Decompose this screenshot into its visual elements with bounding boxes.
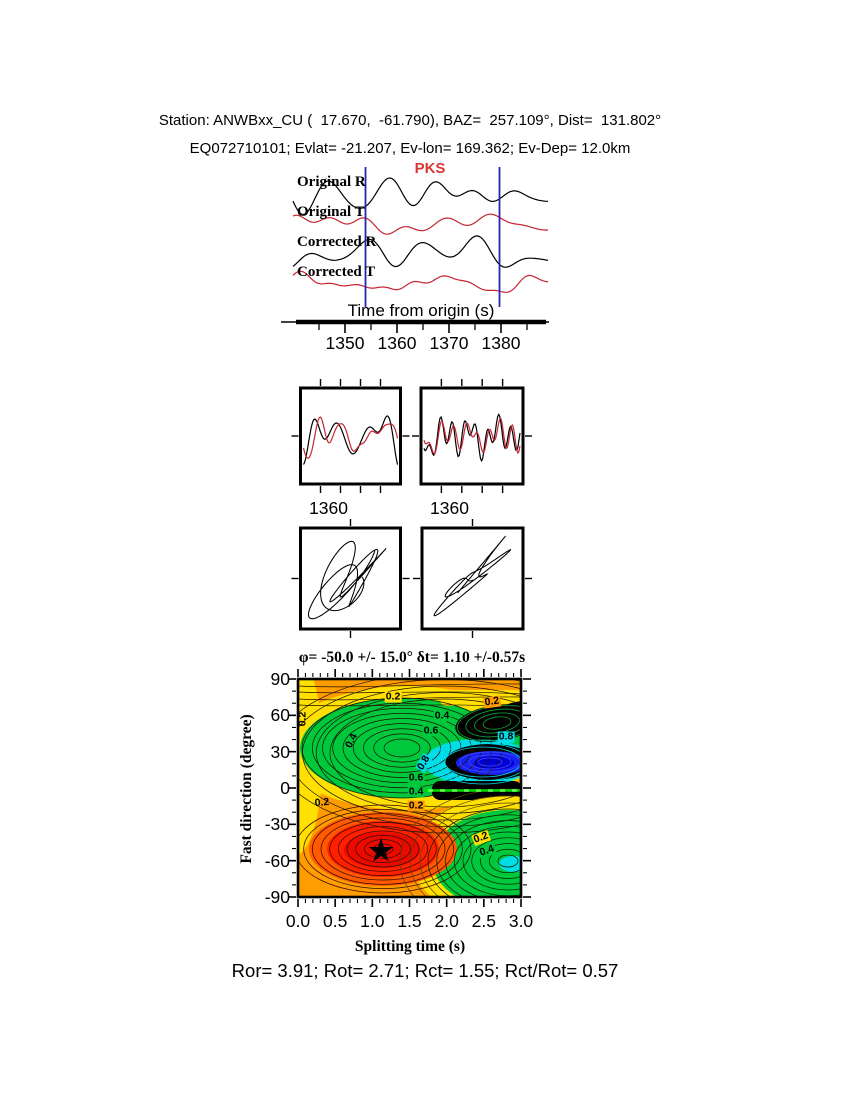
contour-ytick-label: -90 [264,887,290,907]
trace-0 [292,177,549,216]
contour-xtick-label: 1.0 [360,911,385,931]
contour-ytick-label: 0 [280,778,290,798]
contour-ytick-label: -30 [264,814,290,835]
contour-level-label: 0.2 [296,711,309,727]
window-left-label: 1360 [309,498,348,518]
trace-1 [292,213,548,235]
contour-level-label: 0.2 [483,694,501,709]
contour-fills [298,679,521,897]
contour-ticks [288,669,531,907]
contour-xtick-label: 2.0 [434,911,459,931]
trace-2 [292,235,549,268]
trace-label-original-r: Original R [297,174,366,190]
contour-xtick-label: 2.5 [471,911,496,931]
contour-ytick-label: 30 [270,741,290,762]
phase-label-pks: PKS [414,160,446,177]
window-comparison-panels [291,379,532,493]
contour-xtick-label: 3.0 [508,911,534,931]
time-tick-label: 1350 [325,333,365,353]
particle-motion-panels [291,519,532,638]
contour-level-label: 0.6 [407,771,425,784]
time-axis-label: Time from origin (s) [347,301,495,320]
contour-ytick-label: 60 [270,705,290,726]
best-fit-star-marker [368,838,394,862]
contour-level-label: 0.8 [497,730,515,743]
time-axis [281,319,549,333]
trace-3 [292,270,549,293]
contour-level-label: 0.6 [422,724,440,737]
header-event-line: EQ072710101; Evlat= -21.207, Ev-lon= 169… [189,140,631,157]
contour-xtick-label: 1.5 [397,911,422,931]
contour-title: φ= -50.0 +/- 15.0° δt= 1.10 +/-0.57s [298,649,526,666]
contour-level-label: 0.2 [384,690,402,703]
contour-map [296,677,523,899]
contour-level-label: 0.2 [407,799,425,812]
trace-label-original-t: Original T [297,204,365,220]
contour-xtick-label: 0.5 [322,911,348,931]
contour-level-label: 0.4 [407,785,425,798]
contour-xlabel: Splitting time (s) [354,938,466,955]
trace-label-corrected-r: Corrected R [297,234,377,250]
time-tick-label: 1370 [429,333,469,353]
window-right-label: 1360 [430,498,469,518]
trace-label-corrected-t: Corrected T [297,264,376,280]
waveform-traces [292,177,549,293]
contour-ytick-label: 90 [270,669,290,689]
contour-xtick-label: 0.0 [285,911,311,931]
contour-level-label: 0.2 [314,795,330,810]
contour-level-label: 0.4 [433,709,451,722]
footer-stats: Ror= 3.91; Rot= 2.71; Rct= 1.55; Rct/Rot… [231,960,619,981]
header-station-line: Station: ANWBxx_CU ( 17.670, -61.790), B… [158,112,662,129]
time-tick-label: 1380 [481,333,521,353]
contour-ytick-label: -60 [264,850,290,871]
time-tick-label: 1360 [377,333,417,353]
window-marker-lines [364,167,501,307]
